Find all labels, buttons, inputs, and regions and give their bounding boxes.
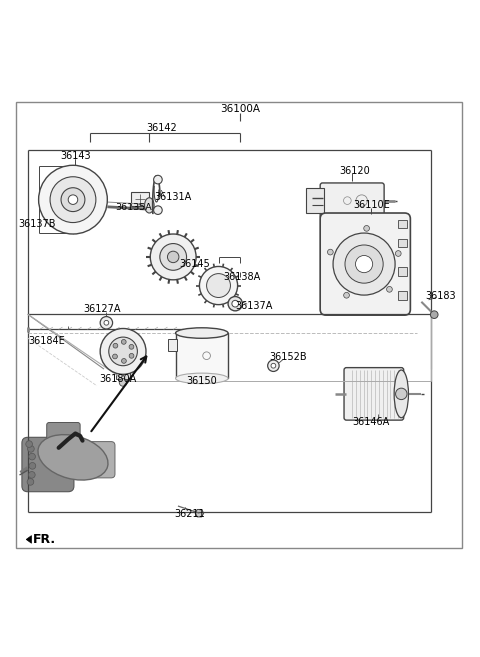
Ellipse shape xyxy=(394,370,408,418)
FancyBboxPatch shape xyxy=(320,183,384,218)
Circle shape xyxy=(327,249,333,255)
Circle shape xyxy=(271,363,276,368)
FancyBboxPatch shape xyxy=(22,438,74,491)
Text: 36142: 36142 xyxy=(146,123,177,133)
Circle shape xyxy=(113,344,118,348)
Circle shape xyxy=(344,292,349,298)
Text: 36152B: 36152B xyxy=(269,352,307,362)
Circle shape xyxy=(113,354,118,359)
Circle shape xyxy=(396,388,407,399)
Circle shape xyxy=(431,311,438,319)
Circle shape xyxy=(50,177,96,223)
Circle shape xyxy=(199,267,238,305)
Circle shape xyxy=(129,353,134,358)
Circle shape xyxy=(28,472,35,478)
Circle shape xyxy=(228,296,242,311)
Text: 36211: 36211 xyxy=(175,509,205,518)
FancyBboxPatch shape xyxy=(306,188,324,214)
Circle shape xyxy=(129,344,134,350)
Circle shape xyxy=(154,206,162,214)
Circle shape xyxy=(206,273,230,298)
FancyBboxPatch shape xyxy=(81,442,115,478)
Text: 36143: 36143 xyxy=(60,150,91,161)
Circle shape xyxy=(100,317,113,329)
Bar xyxy=(176,333,228,378)
Circle shape xyxy=(29,463,36,469)
Text: 36137A: 36137A xyxy=(236,301,273,311)
Ellipse shape xyxy=(176,328,228,338)
Circle shape xyxy=(68,195,78,204)
Text: 36100A: 36100A xyxy=(220,104,260,114)
FancyBboxPatch shape xyxy=(47,422,80,445)
Circle shape xyxy=(29,453,36,460)
Circle shape xyxy=(232,300,239,307)
Text: FR.: FR. xyxy=(33,533,56,546)
Bar xyxy=(398,291,407,300)
Circle shape xyxy=(150,234,196,280)
Text: 36131A: 36131A xyxy=(155,193,192,202)
Circle shape xyxy=(61,188,85,212)
Bar xyxy=(398,267,407,276)
Text: 36184E: 36184E xyxy=(28,336,65,346)
Text: 36138A: 36138A xyxy=(224,272,261,282)
Circle shape xyxy=(121,340,126,344)
Circle shape xyxy=(27,478,34,486)
Text: 36145: 36145 xyxy=(180,259,211,269)
Circle shape xyxy=(26,441,33,447)
Bar xyxy=(398,238,407,248)
Text: 36135A: 36135A xyxy=(116,203,153,212)
Ellipse shape xyxy=(144,198,154,213)
FancyBboxPatch shape xyxy=(131,192,149,206)
Bar xyxy=(168,339,177,351)
FancyBboxPatch shape xyxy=(344,368,404,420)
Circle shape xyxy=(160,244,187,270)
Text: 36150: 36150 xyxy=(186,376,217,386)
Circle shape xyxy=(109,337,137,366)
Text: 36110E: 36110E xyxy=(353,200,390,210)
Bar xyxy=(116,373,130,379)
Circle shape xyxy=(104,321,109,325)
Ellipse shape xyxy=(176,373,228,384)
Text: 36146A: 36146A xyxy=(353,417,390,426)
Circle shape xyxy=(364,225,370,231)
Circle shape xyxy=(38,166,108,234)
Text: 36120: 36120 xyxy=(339,166,370,176)
Circle shape xyxy=(121,359,126,363)
Circle shape xyxy=(345,245,383,283)
Polygon shape xyxy=(26,535,32,543)
Circle shape xyxy=(154,175,162,184)
Circle shape xyxy=(396,250,401,256)
Circle shape xyxy=(168,251,179,263)
Polygon shape xyxy=(195,509,204,517)
Circle shape xyxy=(268,360,279,371)
Circle shape xyxy=(386,286,392,292)
Ellipse shape xyxy=(38,435,108,480)
Circle shape xyxy=(100,328,146,374)
Circle shape xyxy=(27,445,34,452)
FancyBboxPatch shape xyxy=(320,213,410,315)
Circle shape xyxy=(333,233,395,295)
Text: 36137B: 36137B xyxy=(18,219,56,229)
Circle shape xyxy=(356,256,372,273)
Text: 36180A: 36180A xyxy=(100,374,137,384)
Circle shape xyxy=(119,378,127,386)
Bar xyxy=(398,219,407,228)
Text: 36127A: 36127A xyxy=(83,304,120,315)
Text: 36183: 36183 xyxy=(425,291,456,301)
